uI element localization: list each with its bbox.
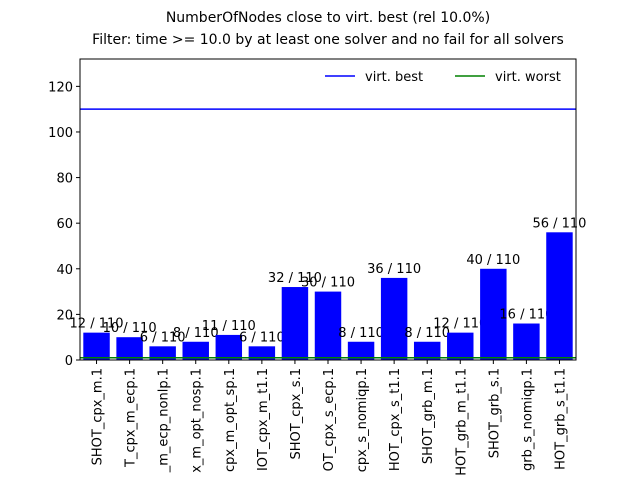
bar	[149, 346, 176, 360]
value-label: 32 / 110	[268, 271, 322, 286]
bar	[513, 323, 540, 360]
x-tick-label: x_m_opt_nosp.1	[190, 368, 205, 473]
bar	[347, 341, 375, 360]
x-tick-label: cpx_s_nomiqp.1	[355, 368, 370, 472]
value-label: 12 / 110	[433, 317, 487, 332]
bar	[248, 346, 276, 360]
x-tick-label: IOT_cpx_m_t1.1	[256, 368, 271, 471]
x-tick-label: grb_s_nomiqp.1	[520, 368, 535, 471]
chart-title: NumberOfNodes close to virt. best (rel 1…	[166, 10, 490, 26]
bar	[413, 341, 441, 360]
x-tick-label: HOT_grb_s_t1.1	[553, 368, 568, 470]
value-label: 12 / 110	[70, 317, 124, 332]
value-label: 16 / 110	[499, 308, 553, 323]
x-tick-label: HOT_cpx_s_t1.1	[388, 368, 403, 471]
value-label: 11 / 110	[202, 319, 256, 334]
x-tick-label: _m_ecp_nonlp.1	[157, 368, 172, 473]
chart-subtitle: Filter: time >= 10.0 by at least one sol…	[92, 32, 564, 48]
y-tick-label: 0	[65, 354, 73, 369]
bar	[480, 268, 507, 360]
x-tick-label: SHOT_cpx_m.1	[91, 368, 106, 465]
x-tick-label: SHOT_grb_m.1	[421, 368, 436, 464]
legend-label: virt. worst	[495, 70, 561, 85]
value-label: 8 / 110	[338, 326, 384, 341]
value-label: 8 / 110	[173, 326, 219, 341]
bar	[314, 291, 342, 360]
x-tick-label: SHOT_cpx_s.1	[289, 368, 304, 459]
bar	[215, 334, 243, 360]
bar	[447, 332, 474, 360]
bar	[182, 341, 209, 360]
bar	[83, 332, 110, 360]
y-tick-label: 40	[56, 263, 73, 278]
value-label: 6 / 110	[140, 330, 186, 345]
value-label: 56 / 110	[532, 216, 586, 231]
value-label: 8 / 110	[404, 326, 450, 341]
y-tick-label: 60	[56, 217, 73, 232]
value-label: 10 / 110	[103, 321, 157, 336]
x-tick-label: cpx_m_opt_sp.1	[223, 368, 238, 472]
y-tick-label: 80	[56, 172, 73, 187]
y-tick-label: 120	[48, 80, 73, 95]
value-label: 6 / 110	[239, 330, 285, 345]
x-tick-label: SHOT_grb_s.1	[487, 368, 502, 458]
bar	[281, 287, 309, 360]
bar	[546, 232, 573, 360]
value-label: 40 / 110	[466, 253, 520, 268]
value-label: 36 / 110	[367, 262, 421, 277]
bar	[380, 277, 408, 360]
value-label: 30 / 110	[301, 276, 355, 291]
legend-label: virt. best	[365, 70, 423, 85]
y-tick-label: 100	[48, 126, 73, 141]
plot-frame	[79, 58, 577, 361]
x-tick-label: T_cpx_m_ecp.1	[124, 368, 139, 468]
x-tick-label: OT_cpx_s_ecp.1	[322, 368, 337, 471]
y-tick-label: 20	[56, 308, 73, 323]
bar	[116, 337, 143, 360]
x-tick-label: HOT_grb_m_t1.1	[454, 368, 469, 476]
